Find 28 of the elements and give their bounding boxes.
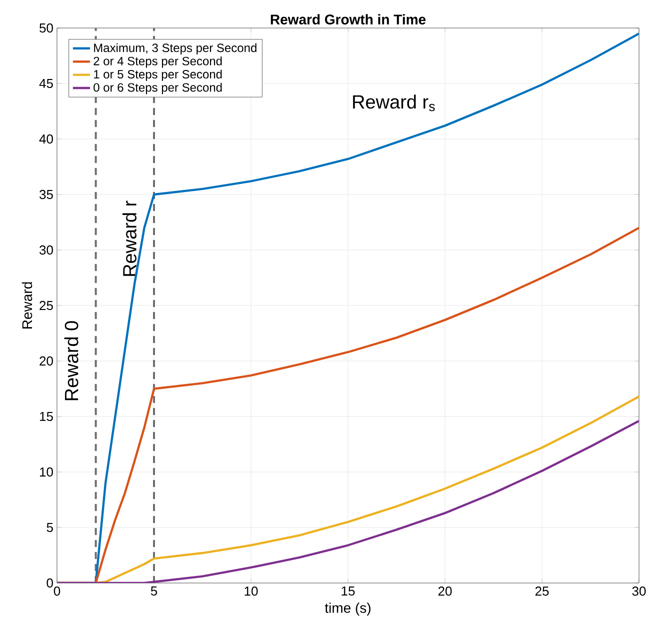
x-axis-title: time (s) [324, 602, 370, 616]
y-tick-label: 35 [40, 190, 53, 200]
y-tick-label: 0 [46, 578, 53, 588]
legend-label: 2 or 4 Steps per Second [94, 56, 222, 68]
x-tick-label: 20 [438, 586, 452, 596]
y-tick-label: 20 [40, 356, 53, 366]
x-tick-label: 15 [342, 586, 355, 596]
x-tick-label: 10 [244, 586, 258, 596]
legend-label: Maximum, 3 Steps per Second [94, 43, 256, 54]
y-tick-label: 40 [39, 134, 53, 144]
y-tick-label: 50 [40, 23, 53, 33]
y-axis-title: Reward [22, 282, 32, 328]
y-tick-label: 10 [40, 467, 53, 477]
legend-label: 0 or 6 Steps per Second [94, 82, 222, 94]
x-tick-label: 25 [535, 586, 549, 596]
legend-label: 1 or 5 Steps per Second [94, 70, 222, 81]
y-tick-label: 15 [40, 412, 53, 422]
x-tick-label: 30 [632, 586, 646, 596]
x-tick-label: 0 [54, 586, 60, 596]
y-tick-label: 30 [40, 245, 53, 255]
ref-line-label: Reward r [122, 200, 136, 276]
y-tick-label: 5 [46, 522, 53, 532]
x-tick-label: 5 [150, 586, 158, 596]
y-tick-label: 25 [40, 300, 53, 310]
y-tick-label: 45 [39, 78, 53, 88]
ref-line-label: Reward 0 [64, 321, 78, 400]
annotation: Reward r$_{s}$ [353, 94, 435, 112]
chart-title: Reward Growth in Time [270, 14, 426, 24]
